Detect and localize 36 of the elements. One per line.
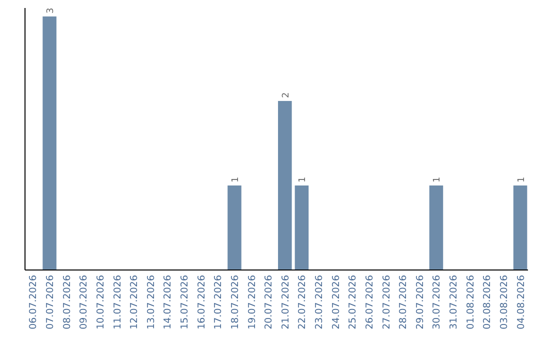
x-tick-label: 03.08.2026 xyxy=(498,275,510,330)
x-tick-label: 19.07.2026 xyxy=(246,275,258,330)
x-tick-label: 12.07.2026 xyxy=(129,275,140,330)
x-tick-label: 30.07.2026 xyxy=(432,275,443,330)
data-label: 1 xyxy=(298,176,308,182)
x-tick-label: 24.07.2026 xyxy=(330,275,342,330)
x-tick-label: 28.07.2026 xyxy=(398,275,410,330)
x-tick-label: 15.07.2026 xyxy=(180,275,191,330)
x-tick-label: 02.08.2026 xyxy=(482,275,494,330)
x-tick-label: 25.07.2026 xyxy=(348,275,359,330)
x-tick-label: 13.07.2026 xyxy=(146,275,157,330)
x-tick-label: 18.07.2026 xyxy=(230,275,241,330)
data-label: 1 xyxy=(516,176,527,182)
x-tick-label: 06.07.2026 xyxy=(28,275,40,330)
data-label: 3 xyxy=(46,8,56,14)
x-tick-label: 29.07.2026 xyxy=(414,275,426,330)
data-label: 2 xyxy=(281,92,292,98)
x-tick-label: 11.07.2026 xyxy=(112,275,124,330)
data-label: 1 xyxy=(432,176,443,182)
x-tick-label: 07.07.2026 xyxy=(45,275,56,330)
x-tick-label: 09.07.2026 xyxy=(78,275,90,330)
x-tick-label: 10.07.2026 xyxy=(95,275,106,330)
x-tick-label: 16.07.2026 xyxy=(196,275,208,330)
x-tick-label: 17.07.2026 xyxy=(213,275,224,330)
x-tick-label: 26.07.2026 xyxy=(364,275,376,330)
x-tick-label: 21.07.2026 xyxy=(280,275,292,330)
x-tick-label: 14.07.2026 xyxy=(162,275,174,330)
x-tick-label: 22.07.2026 xyxy=(297,275,308,330)
data-label: 1 xyxy=(230,176,241,182)
x-tick-label: 20.07.2026 xyxy=(264,275,275,330)
x-tick-label: 31.07.2026 xyxy=(448,275,460,330)
x-tick-label: 27.07.2026 xyxy=(381,275,392,330)
x-tick-label: 08.07.2026 xyxy=(62,275,73,330)
x-tick-label: 01.08.2026 xyxy=(465,275,476,330)
x-tick-label: 23.07.2026 xyxy=(314,275,326,330)
x-tick-label: 04.08.2026 xyxy=(516,275,527,330)
